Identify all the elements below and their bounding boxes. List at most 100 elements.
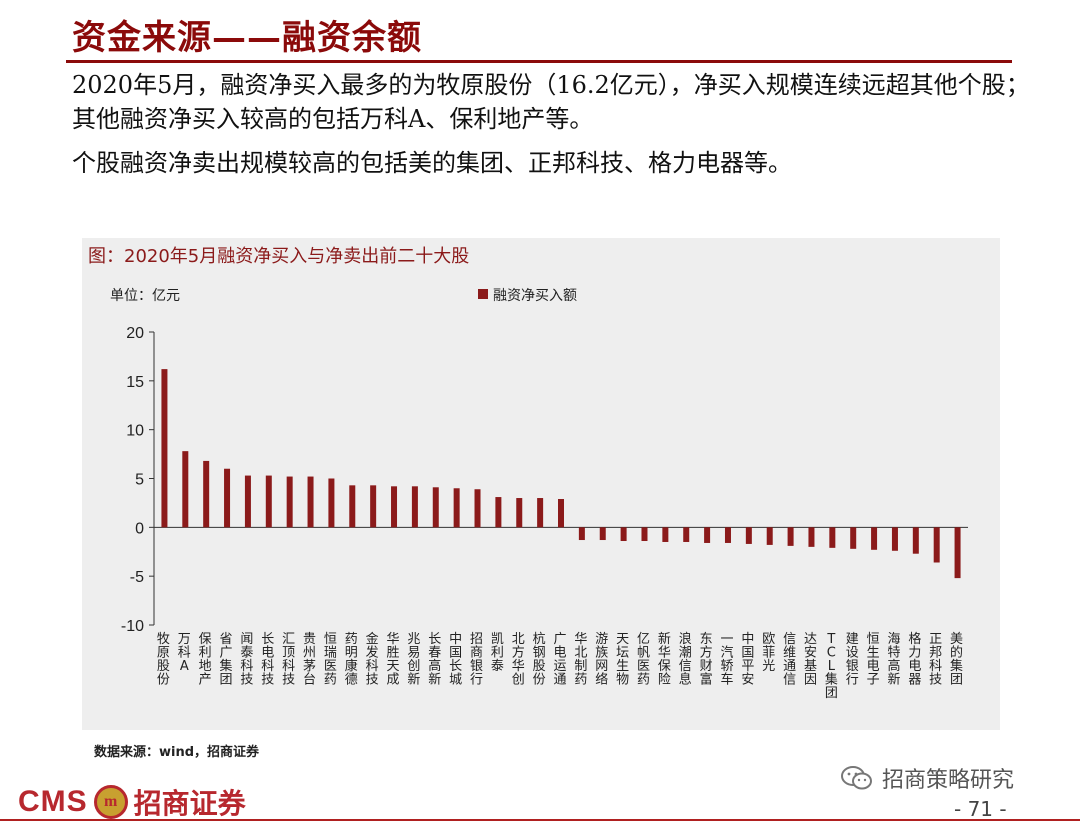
brand-name-cn: 招商证券 [133, 787, 246, 820]
bar [599, 527, 606, 541]
x-tick-label: 闻泰科技 [240, 632, 253, 688]
x-tick-label: 美的集团 [950, 632, 963, 688]
y-tick-label: -10 [121, 618, 144, 635]
bar [558, 499, 564, 528]
page-title: 资金来源——融资余额 [72, 18, 422, 58]
bar [182, 451, 189, 528]
y-tick-label: 15 [126, 374, 144, 391]
wechat-watermark: 招商策略研究 [840, 762, 1014, 794]
page-number: - 71 - [954, 797, 1007, 821]
bar [850, 527, 857, 549]
bar [495, 497, 502, 528]
bar [516, 498, 523, 528]
bar [328, 478, 335, 528]
x-tick-label: 建设银行 [846, 632, 859, 688]
x-tick-label: 达安基因 [804, 632, 817, 688]
bar [745, 527, 752, 544]
x-tick-label: 华北制药 [574, 632, 587, 688]
x-tick-label: 牧原股份 [157, 632, 170, 688]
watermark-text: 招商策略研究 [882, 768, 1015, 793]
bar [224, 468, 231, 528]
x-tick-label: 汇顶科技 [282, 632, 295, 688]
bar [391, 486, 398, 528]
bar [787, 527, 794, 546]
x-tick-label: 贵州茅台 [303, 632, 316, 688]
bar [203, 460, 210, 528]
x-tick-label: 金发科技 [366, 631, 379, 688]
bar [933, 527, 940, 563]
y-tick-label: 0 [135, 520, 144, 537]
x-tick-label: 浪潮信息 [679, 632, 692, 688]
y-tick-label: 5 [135, 472, 144, 489]
y-tick-label: 20 [126, 325, 144, 342]
bar [265, 475, 272, 528]
bar [578, 527, 585, 541]
bar [453, 488, 460, 528]
y-tick-label: -5 [130, 569, 144, 586]
x-tick-label: 长春高新 [428, 632, 441, 688]
bar [620, 527, 627, 542]
x-tick-label: 长电科技 [261, 632, 274, 688]
bar [766, 527, 773, 545]
x-tick-label: 一汽轿车 [720, 632, 733, 688]
bar [244, 475, 251, 528]
x-tick-label: 省广集团 [220, 632, 233, 688]
x-tick-label: 保利地产 [199, 632, 212, 688]
x-tick-label: 中国长城 [449, 632, 462, 688]
bar [432, 487, 439, 528]
x-tick-label: 兆易创新 [407, 632, 420, 688]
x-tick-label: 正邦科技 [929, 632, 942, 688]
bar [891, 527, 898, 551]
x-tick-label: 信维通信 [783, 632, 796, 688]
unit-label: 单位：亿元 [110, 288, 180, 304]
bar [829, 527, 836, 548]
x-tick-label: 北方华创 [512, 632, 525, 688]
bar [641, 527, 648, 542]
bar [537, 498, 544, 528]
title-divider [66, 60, 1012, 63]
bullet-text-1: 2020年5月，融资净买入最多的为牧原股份（16.2亿元），净买入规模连续远超其… [72, 71, 1030, 133]
x-tick-label: 新华保险 [658, 631, 671, 688]
cms-logo-icon: m [93, 785, 128, 819]
bar [307, 476, 314, 528]
bar [662, 527, 669, 542]
chart-title: 图：2020年5月融资净买入与净卖出前二十大股 [88, 246, 469, 267]
x-tick-label: 招商银行 [470, 632, 483, 688]
footer-divider [0, 819, 1080, 821]
x-tick-label: 天坛生物 [616, 632, 629, 688]
bar [370, 485, 377, 528]
chart-panel: 图：2020年5月融资净买入与净卖出前二十大股单位：亿元 融资净买入额 -10 -5 0… [82, 238, 1000, 730]
x-tick-label: 凯利泰 [491, 632, 504, 674]
bar [286, 476, 293, 528]
x-tick-label: 中国平安 [741, 632, 754, 688]
legend-label: 融资净买入额 [493, 288, 577, 304]
x-tick-label: 华胜天成 [387, 632, 400, 688]
bar [954, 527, 961, 579]
x-tick-label: 格力电器 [908, 631, 921, 688]
bar [808, 527, 815, 547]
bar [704, 527, 711, 543]
x-tick-label: 东方财富 [700, 632, 713, 688]
bar [349, 485, 356, 528]
x-tick-label: 杭钢股份 [533, 632, 546, 688]
bar [161, 369, 168, 528]
bar [912, 527, 919, 554]
x-tick-label: 万科 A [178, 632, 191, 674]
bar [871, 527, 878, 550]
wechat-icon [840, 765, 874, 791]
x-tick-label: 亿帆医药 [637, 632, 650, 688]
x-tick-label: 广电运通 [553, 632, 566, 688]
x-tick-label: 药明康德 [345, 632, 358, 688]
data-source-note: 数据来源：wind，招商证券 [94, 745, 260, 760]
x-tick-label: 欧菲光 [762, 632, 775, 674]
x-tick-label: 恒生电子 [867, 632, 880, 688]
x-tick-label: 游族网络 [595, 632, 608, 688]
x-tick-label: T C L 集团 [825, 632, 838, 701]
bar [724, 527, 731, 543]
brand-cms-text: CMS [18, 785, 88, 818]
brand-logo-block: CMS m 招商证券 [18, 782, 246, 822]
y-tick-label: 10 [126, 423, 144, 440]
legend-swatch [478, 289, 488, 299]
bullet-text-2: 个股融资净卖出规模较高的包括美的集团、正邦科技、格力电器等。 [72, 149, 792, 177]
